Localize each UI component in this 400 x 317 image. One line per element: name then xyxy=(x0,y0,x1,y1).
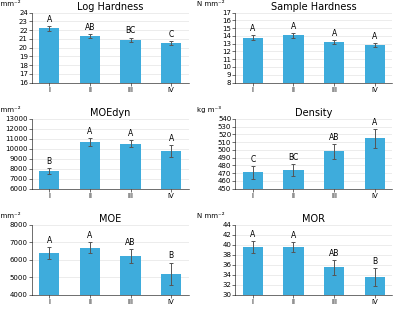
Text: A: A xyxy=(87,127,92,136)
Text: kg m⁻³: kg m⁻³ xyxy=(196,106,220,113)
Text: A: A xyxy=(47,236,52,245)
Text: B: B xyxy=(372,257,377,266)
Title: MOE: MOE xyxy=(99,214,121,224)
Title: Density: Density xyxy=(295,108,332,118)
Text: BC: BC xyxy=(288,153,298,162)
Text: B: B xyxy=(47,157,52,165)
Bar xyxy=(161,151,182,189)
Text: C: C xyxy=(169,30,174,39)
Bar xyxy=(283,248,304,295)
Bar xyxy=(242,172,263,189)
Bar xyxy=(80,142,100,189)
Text: A: A xyxy=(291,22,296,31)
Text: B: B xyxy=(169,251,174,261)
Text: N mm⁻²: N mm⁻² xyxy=(196,213,224,219)
Text: C: C xyxy=(250,155,255,164)
Text: N mm⁻²: N mm⁻² xyxy=(196,1,224,7)
Text: A: A xyxy=(128,129,133,138)
Bar xyxy=(324,267,344,295)
Text: A: A xyxy=(87,231,92,240)
Bar xyxy=(242,37,263,82)
Title: MOR: MOR xyxy=(302,214,325,224)
Bar xyxy=(283,35,304,82)
Text: A: A xyxy=(169,134,174,143)
Text: AB: AB xyxy=(126,238,136,247)
Bar xyxy=(161,43,182,82)
Title: Log Hardness: Log Hardness xyxy=(77,2,144,12)
Bar xyxy=(80,36,100,82)
Bar xyxy=(364,138,385,189)
Bar xyxy=(120,144,141,189)
Bar xyxy=(39,29,60,82)
Bar xyxy=(364,277,385,295)
Bar xyxy=(80,248,100,295)
Text: A: A xyxy=(332,29,337,38)
Bar xyxy=(242,248,263,295)
Bar xyxy=(39,171,60,189)
Text: AB: AB xyxy=(329,249,339,258)
Title: Sample Hardness: Sample Hardness xyxy=(271,2,356,12)
Bar xyxy=(324,42,344,82)
Text: A: A xyxy=(372,32,377,41)
Bar xyxy=(161,274,182,295)
Bar xyxy=(39,253,60,295)
Text: AB: AB xyxy=(85,23,95,32)
Text: N mm⁻²: N mm⁻² xyxy=(0,1,21,7)
Bar xyxy=(120,256,141,295)
Text: AB: AB xyxy=(329,133,339,142)
Text: A: A xyxy=(372,118,377,127)
Title: MOEdyn: MOEdyn xyxy=(90,108,130,118)
Text: N mm⁻²: N mm⁻² xyxy=(0,107,21,113)
Bar xyxy=(120,40,141,82)
Text: BC: BC xyxy=(126,26,136,36)
Text: A: A xyxy=(250,230,255,239)
Bar xyxy=(364,45,385,82)
Text: A: A xyxy=(291,231,296,240)
Text: A: A xyxy=(47,15,52,24)
Bar xyxy=(283,170,304,189)
Bar xyxy=(324,152,344,189)
Text: N mm⁻²: N mm⁻² xyxy=(0,213,21,219)
Text: A: A xyxy=(250,24,255,33)
